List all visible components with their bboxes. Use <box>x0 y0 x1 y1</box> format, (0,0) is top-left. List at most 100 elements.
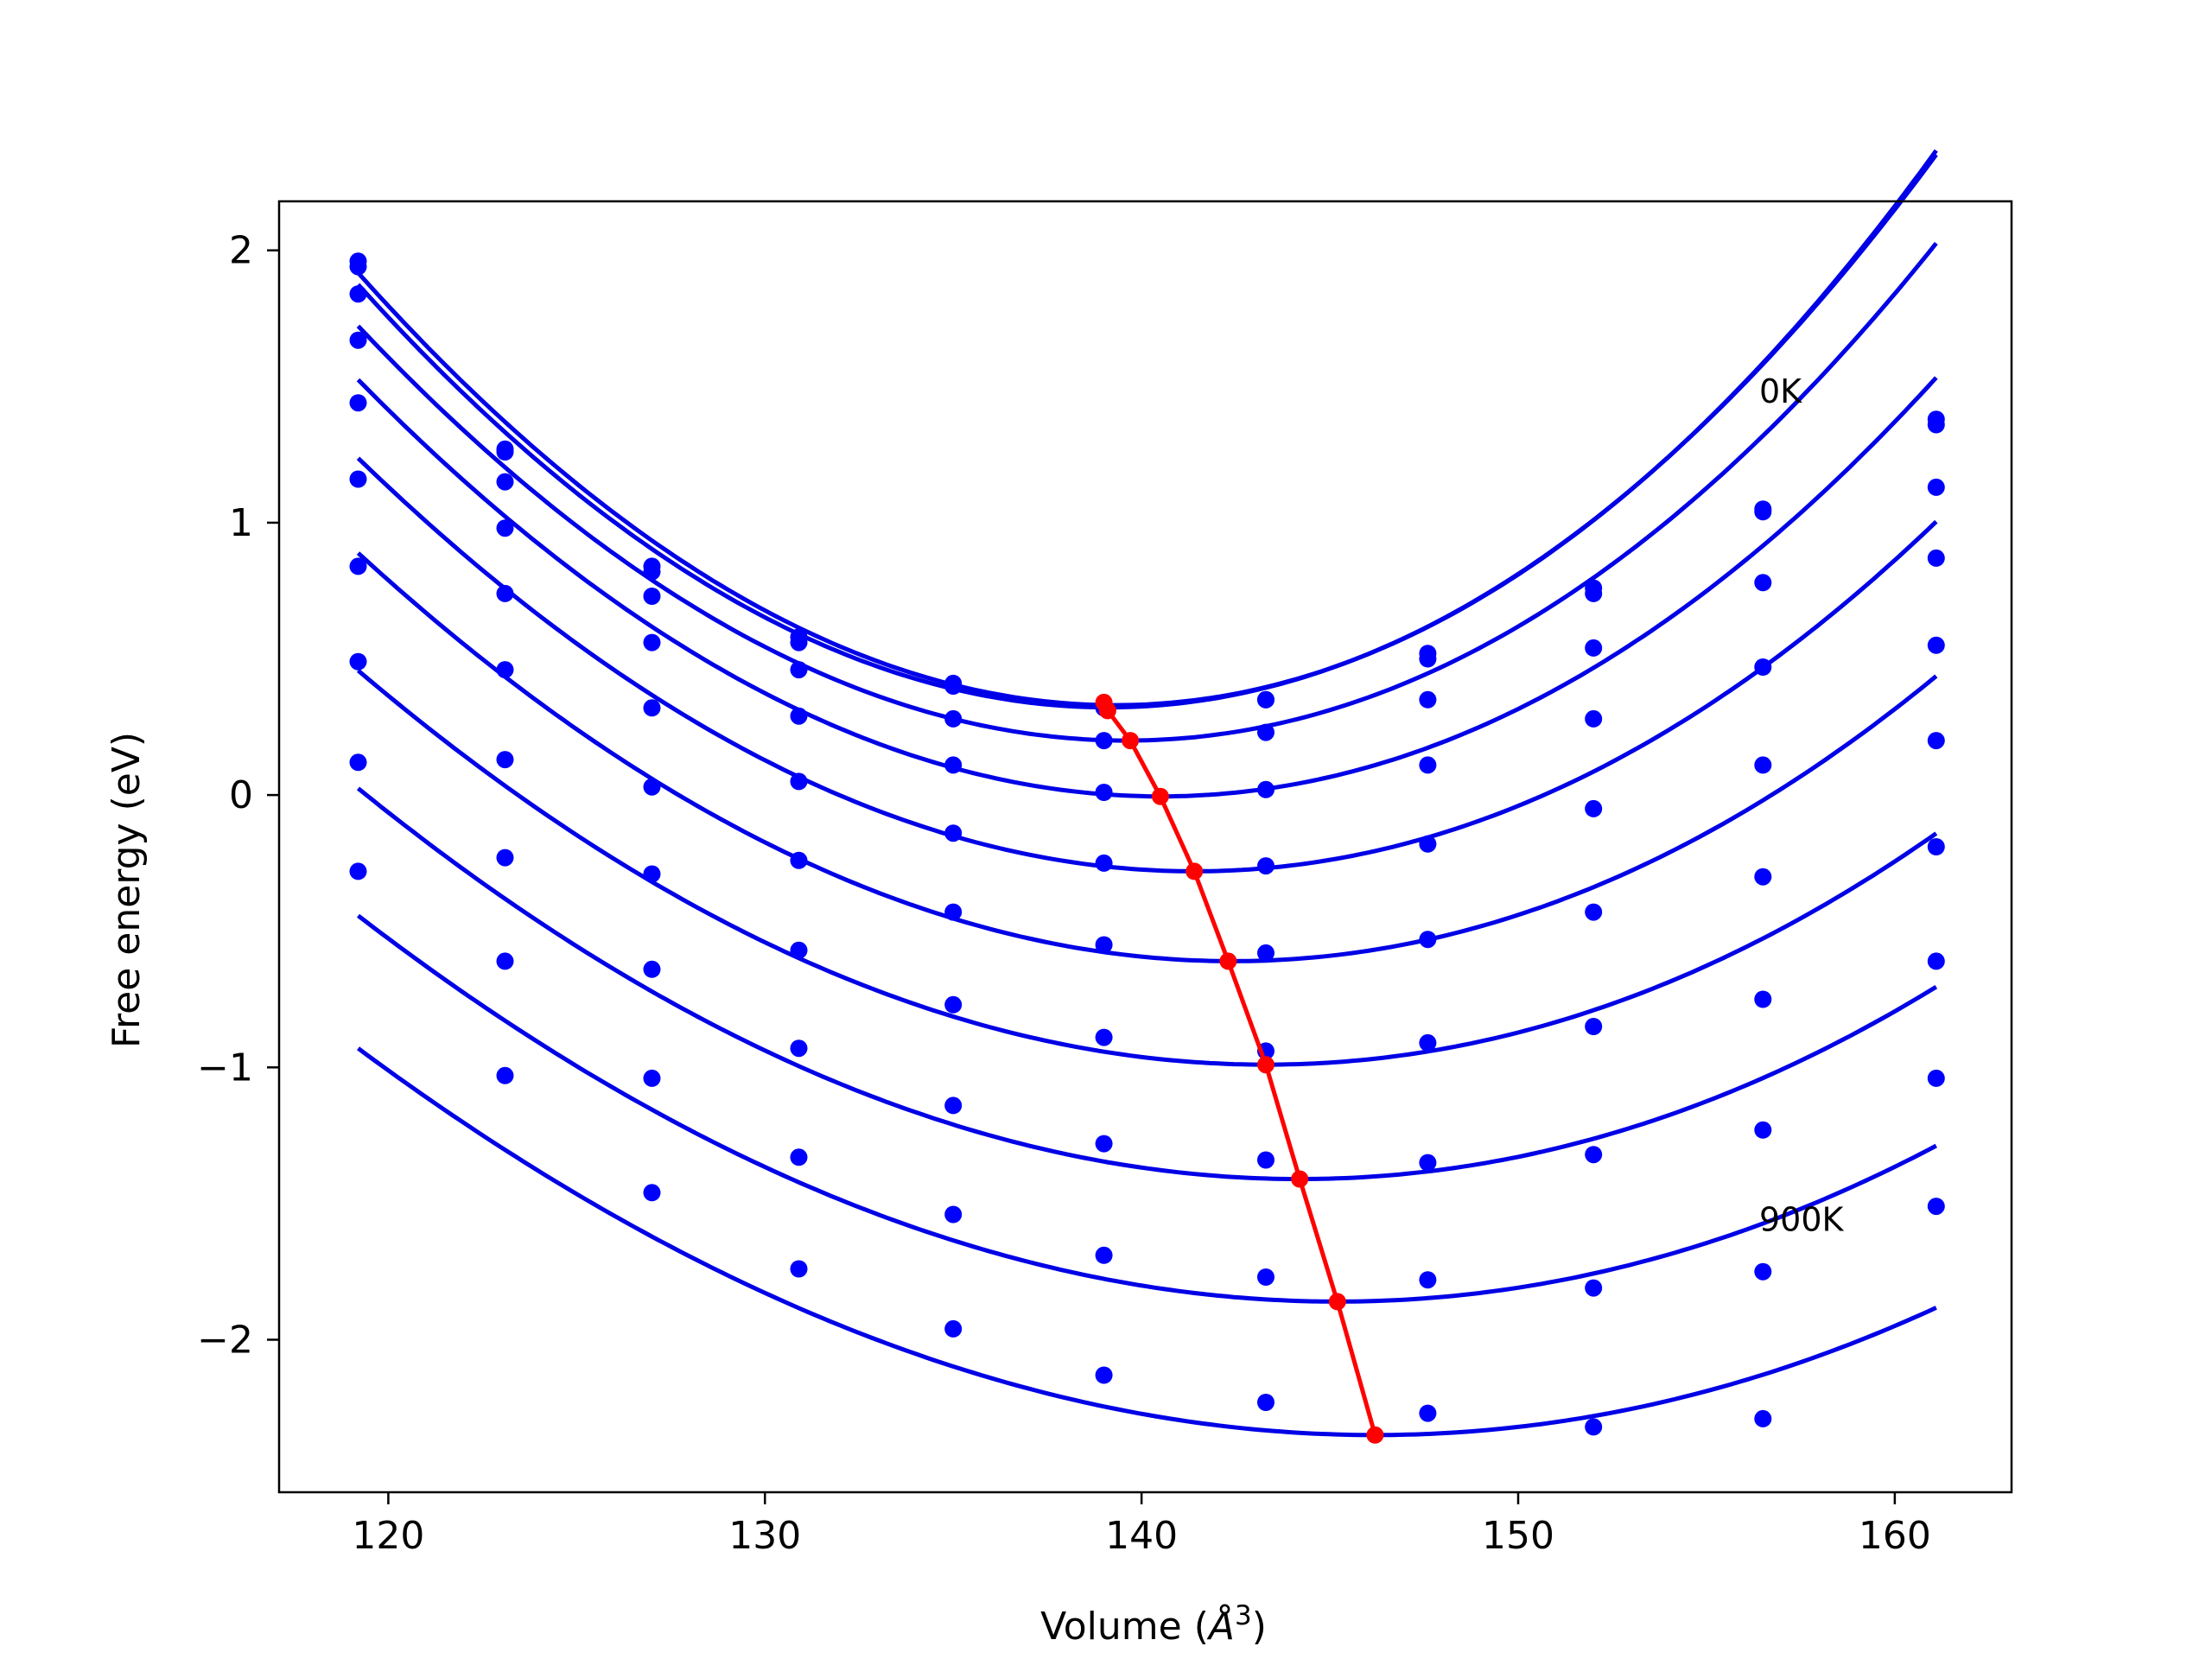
data-point-s3-3 <box>790 707 808 725</box>
data-point-s1-6 <box>1257 690 1274 709</box>
data-point-s2-2 <box>643 588 661 605</box>
data-point-s2-5 <box>1095 732 1113 750</box>
axes: 120 130 140 150 160 −2 −1 0 1 2 <box>197 200 2013 1558</box>
data-point-s6-3 <box>790 941 808 959</box>
data-point-s8-6 <box>1257 1268 1274 1286</box>
x-tick-label-160: 160 <box>1859 1514 1931 1558</box>
data-point-s8-2 <box>643 1069 661 1087</box>
data-point-s4-8 <box>1585 799 1603 817</box>
data-point-s3-6 <box>1257 780 1274 798</box>
data-point-s4-1 <box>496 584 514 602</box>
data-point-s7-6 <box>1257 1151 1274 1169</box>
data-point-s6-8 <box>1585 1018 1603 1035</box>
x-tick-label-140: 140 <box>1105 1514 1178 1558</box>
minima-point-2 <box>1122 732 1140 750</box>
data-point-s7-8 <box>1585 1146 1603 1164</box>
annotation-900k: 900K <box>1759 1200 1845 1238</box>
data-point-s4-6 <box>1257 857 1274 875</box>
data-point-s1-8 <box>1585 584 1603 602</box>
data-point-s9-7 <box>1419 1404 1437 1422</box>
data-point-s1-10 <box>1927 416 1945 434</box>
x-tick-label-150: 150 <box>1482 1514 1554 1558</box>
minima-point-9 <box>1366 1426 1384 1444</box>
data-point-s2-9 <box>1754 574 1772 592</box>
data-point-s9-2 <box>643 1184 661 1202</box>
data-point-s7-1 <box>496 849 514 867</box>
data-point-s1-2 <box>643 563 661 581</box>
data-point-s4-5 <box>1095 854 1113 872</box>
data-point-s9-10 <box>1927 1198 1945 1216</box>
x-axis-label-exponent: 3 <box>1235 1600 1252 1631</box>
data-point-s2-8 <box>1585 639 1603 657</box>
data-point-s7-4 <box>944 1096 963 1115</box>
data-point-s2-4 <box>944 709 963 728</box>
data-point-s1-4 <box>944 677 963 695</box>
x-tick-label-120: 120 <box>352 1514 424 1558</box>
data-point-s6-1 <box>496 751 514 769</box>
annotation-0k: 0K <box>1759 372 1802 410</box>
data-point-s7-0 <box>349 652 367 671</box>
x-axis-label-suffix: ) <box>1252 1605 1267 1649</box>
data-point-s9-4 <box>944 1319 963 1338</box>
fit-curve-9 <box>357 1046 1937 1438</box>
data-point-s6-10 <box>1927 838 1945 855</box>
data-point-s8-3 <box>790 1148 808 1166</box>
data-point-s9-8 <box>1585 1418 1603 1436</box>
fit-curve-2 <box>356 241 1938 743</box>
data-point-s9-3 <box>790 1260 808 1278</box>
x-axis-label-text: Volume ( <box>1040 1605 1209 1649</box>
y-tick-label--2: −2 <box>197 1319 253 1363</box>
data-point-s5-8 <box>1585 903 1603 921</box>
data-point-s5-3 <box>790 851 808 869</box>
fit-curve-3 <box>356 376 1938 799</box>
data-point-s8-4 <box>944 1205 963 1224</box>
data-point-s7-5 <box>1095 1135 1113 1153</box>
data-point-s6-2 <box>643 865 661 883</box>
data-point-s1-9 <box>1754 503 1772 521</box>
data-point-s7-7 <box>1419 1154 1437 1172</box>
data-point-s6-0 <box>349 557 367 575</box>
fit-curve-7 <box>356 786 1938 1181</box>
y-tick-label-1: 1 <box>229 501 253 545</box>
data-point-s8-1 <box>496 952 514 970</box>
fit-curve-1 <box>356 153 1938 710</box>
minima-point-7 <box>1291 1170 1309 1188</box>
data-point-s5-5 <box>1095 936 1113 954</box>
plot-area: 0K 900K <box>349 149 1945 1444</box>
minima-point-3 <box>1151 787 1169 805</box>
data-point-s9-6 <box>1257 1394 1274 1411</box>
data-point-s3-8 <box>1585 709 1603 728</box>
data-point-s5-9 <box>1754 868 1772 886</box>
data-point-s2-10 <box>1927 478 1945 496</box>
data-point-s2-6 <box>1257 723 1274 741</box>
data-point-s3-0 <box>349 331 367 349</box>
data-point-s5-7 <box>1419 931 1437 949</box>
data-point-s2-0 <box>349 285 367 303</box>
x-axis-label: Volume (Å3) <box>1040 1600 1267 1649</box>
y-tick-label-2: 2 <box>229 229 253 273</box>
data-point-s7-10 <box>1927 952 1945 970</box>
data-point-s4-10 <box>1927 636 1945 654</box>
data-point-s7-2 <box>643 960 661 978</box>
fit-curve-5 <box>356 551 1938 963</box>
minima-line <box>1102 701 1377 1436</box>
data-point-s8-10 <box>1927 1069 1945 1087</box>
data-point-s9-0 <box>349 862 367 880</box>
data-point-s8-5 <box>1095 1246 1113 1264</box>
data-point-s4-9 <box>1754 756 1772 774</box>
data-point-s9-5 <box>1095 1366 1113 1384</box>
data-point-s6-9 <box>1754 990 1772 1008</box>
data-point-s4-0 <box>349 394 367 412</box>
data-point-s4-7 <box>1419 835 1437 853</box>
y-axis-label: Free energy (eV) <box>105 732 149 1048</box>
data-point-s6-5 <box>1095 1028 1113 1046</box>
minima-point-1 <box>1098 702 1116 720</box>
data-point-s5-0 <box>349 470 367 488</box>
data-point-s3-10 <box>1927 549 1945 567</box>
data-point-s4-2 <box>643 699 661 717</box>
data-point-s7-3 <box>790 1039 808 1058</box>
data-point-s1-1 <box>496 443 514 461</box>
data-point-s3-5 <box>1095 784 1113 801</box>
data-point-s5-4 <box>944 903 963 921</box>
data-point-s5-10 <box>1927 732 1945 750</box>
